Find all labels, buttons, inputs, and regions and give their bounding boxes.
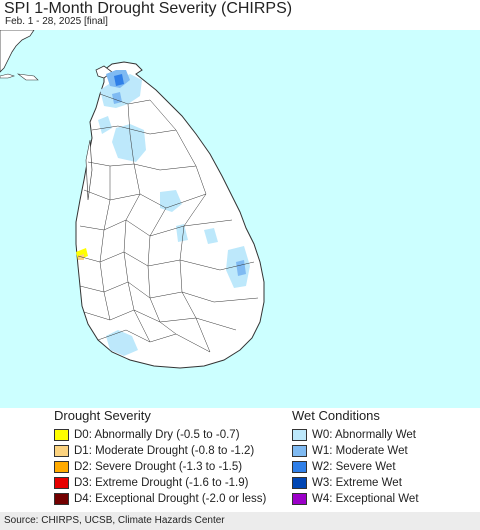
d1-label: D1: Moderate Drought (-0.8 to -1.2) (74, 445, 255, 457)
source-footer: Source: CHIRPS, UCSB, Climate Hazards Ce… (0, 512, 480, 530)
map-title: SPI 1-Month Drought Severity (CHIRPS) (4, 0, 293, 17)
map-subtitle: Feb. 1 - 28, 2025 [final] (5, 16, 108, 27)
d0-swatch (54, 429, 69, 441)
w1-label: W1: Moderate Wet (312, 445, 408, 457)
w2-swatch (292, 461, 307, 473)
w2-patches (114, 74, 124, 86)
legend-item-w0: W0: Abnormally Wet (292, 427, 419, 443)
d2-label: D2: Severe Drought (-1.3 to -1.5) (74, 461, 243, 473)
d4-label: D4: Exceptional Drought (-2.0 or less) (74, 493, 267, 505)
adams-bridge-islands (0, 73, 15, 79)
w1-swatch (292, 445, 307, 457)
drought-legend: Drought Severity D0: Abnormally Dry (-0.… (54, 408, 266, 507)
kalpitiya-spit (85, 139, 93, 201)
sri-lanka-map (0, 29, 480, 408)
map-area[interactable] (0, 29, 480, 408)
w0-label: W0: Abnormally Wet (312, 429, 416, 441)
legend-item-w2: W2: Severe Wet (292, 459, 419, 475)
wet-legend-title: Wet Conditions (292, 408, 380, 423)
adams-bridge-islands-2 (16, 73, 39, 81)
district-boundaries (77, 93, 259, 353)
legend-item-w3: W3: Extreme Wet (292, 475, 419, 491)
d1-swatch (54, 445, 69, 457)
legend: Drought Severity D0: Abnormally Dry (-0.… (0, 408, 480, 512)
legend-item-d3: D3: Extreme Drought (-1.6 to -1.9) (54, 475, 266, 491)
legend-item-w1: W1: Moderate Wet (292, 443, 419, 459)
drought-legend-title: Drought Severity (54, 408, 151, 423)
w4-label: W4: Exceptional Wet (312, 493, 419, 505)
d0-label: D0: Abnormally Dry (-0.5 to -0.7) (74, 429, 240, 441)
w0-swatch (292, 429, 307, 441)
india-coast (0, 29, 35, 73)
w3-label: W3: Extreme Wet (312, 477, 402, 489)
w3-swatch (292, 477, 307, 489)
legend-item-d1: D1: Moderate Drought (-0.8 to -1.2) (54, 443, 266, 459)
d2-swatch (54, 461, 69, 473)
w4-swatch (292, 493, 307, 505)
legend-item-d0: D0: Abnormally Dry (-0.5 to -0.7) (54, 427, 266, 443)
legend-item-d2: D2: Severe Drought (-1.3 to -1.5) (54, 459, 266, 475)
legend-item-w4: W4: Exceptional Wet (292, 491, 419, 507)
d3-label: D3: Extreme Drought (-1.6 to -1.9) (74, 477, 249, 489)
legend-item-d4: D4: Exceptional Drought (-2.0 or less) (54, 491, 266, 507)
w2-label: W2: Severe Wet (312, 461, 396, 473)
wet-legend: Wet Conditions W0: Abnormally Wet W1: Mo… (292, 408, 419, 507)
d4-swatch (54, 493, 69, 505)
d3-swatch (54, 477, 69, 489)
w0-patches (98, 74, 250, 356)
